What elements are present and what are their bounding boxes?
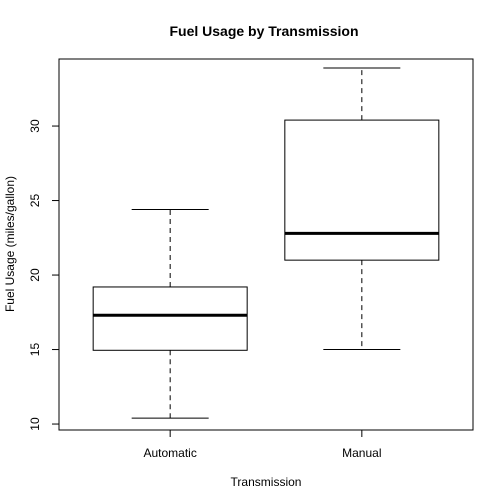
x-tick-label: Automatic [143,446,196,460]
interquartile-box [92,286,248,351]
box-automatic [92,208,248,419]
chart-title: Fuel Usage by Transmission [169,23,358,39]
y-tick-label: 25 [28,194,42,208]
x-axis: Automatic Manual [143,429,382,460]
x-axis-label: Transmission [231,475,302,489]
y-axis-label: Fuel Usage (miles/gallon) [3,176,17,312]
box-manual [284,67,440,351]
interquartile-box [284,119,440,261]
y-tick-label: 30 [28,119,42,133]
y-tick-label: 15 [28,343,42,357]
y-axis: 10 15 20 25 30 [28,119,60,431]
y-tick-label: 20 [28,268,42,282]
y-tick-label: 10 [28,417,42,431]
x-tick-label: Manual [342,446,381,460]
boxes-group [92,67,440,419]
